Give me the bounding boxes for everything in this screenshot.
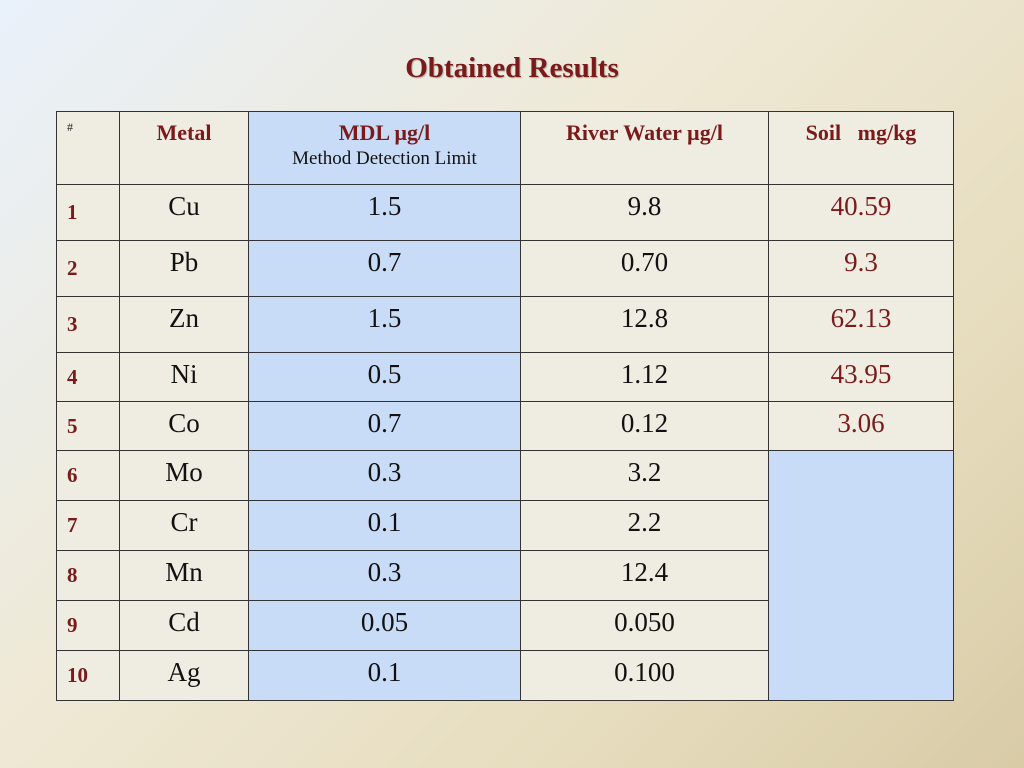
metal-cell: Cr bbox=[119, 500, 249, 551]
table-row: 2 Pb 0.7 0.70 9.3 bbox=[56, 240, 954, 297]
metal-cell: Co bbox=[119, 401, 249, 451]
metal-cell: Pb bbox=[119, 240, 249, 297]
table-row: 8 Mn 0.3 12.4 bbox=[56, 550, 954, 601]
table-row: 6 Mo 0.3 3.2 bbox=[56, 450, 954, 701]
row-number: 10 bbox=[56, 650, 120, 701]
metal-cell: Mn bbox=[119, 550, 249, 601]
mdl-cell: 0.3 bbox=[248, 550, 521, 601]
row-number: 9 bbox=[56, 600, 120, 651]
results-table: # Metal MDL µg/l Method Detection Limit … bbox=[56, 111, 954, 701]
row-number: 8 bbox=[56, 550, 120, 601]
river-water-cell: 9.8 bbox=[520, 184, 769, 241]
row-number: 1 bbox=[56, 184, 120, 241]
header-river-water: River Water µg/l bbox=[520, 111, 769, 185]
metal-cell: Zn bbox=[119, 296, 249, 353]
table-row: 4 Ni 0.5 1.12 43.95 bbox=[56, 352, 954, 402]
row-number: 2 bbox=[56, 240, 120, 297]
header-number: # bbox=[56, 111, 120, 185]
row-number: 6 bbox=[56, 450, 120, 501]
mdl-cell: 0.1 bbox=[248, 650, 521, 701]
mdl-cell: 0.7 bbox=[248, 240, 521, 297]
mdl-cell: 0.1 bbox=[248, 500, 521, 551]
metal-cell: Ni bbox=[119, 352, 249, 402]
river-water-cell: 0.12 bbox=[520, 401, 769, 451]
river-water-cell: 1.12 bbox=[520, 352, 769, 402]
mdl-cell: 0.3 bbox=[248, 450, 521, 501]
metal-cell: Mo bbox=[119, 450, 249, 501]
header-mdl-label: MDL µg/l bbox=[338, 120, 431, 145]
table-row: 7 Cr 0.1 2.2 bbox=[56, 500, 954, 551]
table-row: 5 Co 0.7 0.12 3.06 bbox=[56, 401, 954, 451]
soil-cell: 40.59 bbox=[768, 184, 954, 241]
river-water-cell: 0.70 bbox=[520, 240, 769, 297]
header-metal: Metal bbox=[119, 111, 249, 185]
slide-title: Obtained Results bbox=[405, 52, 619, 84]
river-water-cell: 12.8 bbox=[520, 296, 769, 353]
header-mdl-subtitle: Method Detection Limit bbox=[292, 148, 477, 169]
river-water-cell: 0.050 bbox=[520, 600, 769, 651]
metal-cell: Cd bbox=[119, 600, 249, 651]
river-water-cell: 3.2 bbox=[520, 450, 769, 501]
row-number: 3 bbox=[56, 296, 120, 353]
mdl-cell: 0.05 bbox=[248, 600, 521, 651]
river-water-cell: 0.100 bbox=[520, 650, 769, 701]
river-water-cell: 12.4 bbox=[520, 550, 769, 601]
mdl-cell: 0.5 bbox=[248, 352, 521, 402]
table-row: 10 Ag 0.1 0.100 bbox=[56, 650, 954, 701]
header-soil: Soil mg/kg bbox=[768, 111, 954, 185]
row-number: 4 bbox=[56, 352, 120, 402]
table-row: 3 Zn 1.5 12.8 62.13 bbox=[56, 296, 954, 353]
header-mdl: MDL µg/l Method Detection Limit bbox=[248, 111, 521, 185]
mdl-cell: 0.7 bbox=[248, 401, 521, 451]
row-number: 5 bbox=[56, 401, 120, 451]
table-header-row: # Metal MDL µg/l Method Detection Limit … bbox=[56, 111, 954, 185]
row-number: 7 bbox=[56, 500, 120, 551]
soil-cell: 3.06 bbox=[768, 401, 954, 451]
table-row: 9 Cd 0.05 0.050 bbox=[56, 600, 954, 651]
soil-cell: 62.13 bbox=[768, 296, 954, 353]
mdl-cell: 1.5 bbox=[248, 296, 521, 353]
river-water-cell: 2.2 bbox=[520, 500, 769, 551]
soil-cell: 9.3 bbox=[768, 240, 954, 297]
metal-cell: Ag bbox=[119, 650, 249, 701]
soil-empty-cell bbox=[768, 450, 954, 701]
metal-cell: Cu bbox=[119, 184, 249, 241]
mdl-cell: 1.5 bbox=[248, 184, 521, 241]
table-row: 1 Cu 1.5 9.8 40.59 bbox=[56, 184, 954, 241]
soil-cell: 43.95 bbox=[768, 352, 954, 402]
